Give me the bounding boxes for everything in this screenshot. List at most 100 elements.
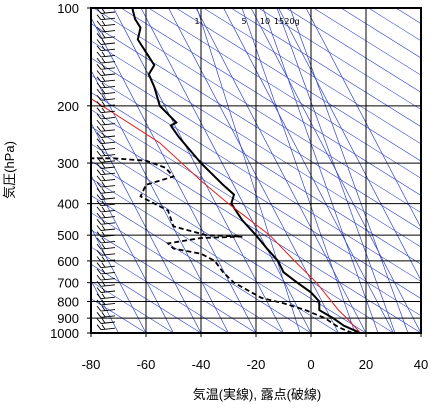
isotherm-line [91,174,174,333]
x-tick-label: 0 [307,357,314,372]
wind-barb [96,51,116,58]
wind-barb [96,287,116,293]
y-tick-label: 700 [57,276,79,291]
temperature-line [131,8,361,333]
wind-barb [96,8,116,14]
wind-barb [96,138,116,145]
adiabat-line [91,281,174,333]
wind-barb [96,181,116,188]
adiabat-line [395,8,421,24]
y-tick-label: 800 [57,295,79,310]
wind-barb [96,64,116,70]
dewpoint-line [91,157,353,333]
wind-barb [96,33,116,39]
y-tick-label: 300 [57,156,79,171]
wind-barb [96,256,116,262]
adiabat-line [93,8,421,214]
wind-barb [96,132,116,138]
isotherm-line [195,8,367,333]
adiabat-line [91,57,421,265]
mixing-ratio-labels: 1 5 10 15 20g [194,17,299,26]
wind-barb [96,157,116,163]
isobar-lines [91,8,421,333]
adiabat-line [91,109,421,317]
wind-barb [96,305,116,312]
wind-barb [96,169,116,176]
y-tick-label: 500 [57,228,79,243]
adiabat-line [230,8,421,128]
isotherm-line [91,227,147,333]
mixing-ratio-label: 15 [274,17,284,26]
mixing-ratio-line [196,8,301,333]
wind-barb [96,262,116,269]
adiabat-line [91,212,284,333]
wind-barb [96,70,116,76]
wind-barb [96,163,116,169]
wind-barb [96,324,116,331]
isotherm-line [91,121,202,333]
wind-barb [96,237,116,244]
x-tick-label: 20 [359,357,373,372]
adiabat-line [91,40,421,248]
wind-barb [96,250,116,256]
wind-barb [96,39,116,45]
adiabat-line [91,74,421,282]
wind-barb [96,274,116,281]
wind-barb [96,293,116,300]
adiabat-line [148,8,421,179]
wind-barb [96,101,116,107]
adiabat-line [424,8,431,333]
parcel-line [91,98,361,333]
x-tick-label: -80 [82,357,101,372]
wind-barb [96,299,116,306]
wind-barb [96,126,116,132]
wind-barb [96,57,116,64]
wind-barbs [96,8,116,331]
mixing-ratio-line [289,8,409,333]
y-axis-label: 気圧(hPa) [2,141,17,199]
wind-barb [96,26,116,33]
y-tick-label: 400 [57,197,79,212]
adiabat-line [91,126,421,333]
adiabat-line [120,8,421,196]
wind-barb [96,225,116,231]
y-tick-label: 600 [57,254,79,269]
isotherm-line [140,8,312,333]
wind-barb [96,150,116,157]
adiabat-line [340,8,421,59]
y-tick-label: 1000 [50,326,79,341]
wind-barb [96,206,116,213]
wind-barb [96,14,116,21]
mixing-ratio-line [262,8,379,333]
adiabat-line [91,177,339,333]
wind-barb [96,200,116,207]
wind-barb [96,144,116,151]
wind-barb [96,268,116,275]
wind-barb [96,45,116,52]
isotherm-line [91,16,257,333]
wind-barb [96,20,116,27]
adiabat-line [91,160,367,333]
adiabat-line [258,8,421,110]
mixing-ratio-label: 10 [260,17,270,26]
adiabat-line [175,8,421,162]
adiabat-line [91,143,394,333]
adiabat-line [313,8,421,76]
y-tick-label: 900 [57,311,79,326]
wind-barb [96,107,116,114]
isotherm-line [113,8,284,333]
wind-barb [96,212,116,219]
wind-barb [96,231,116,238]
isotherm-line [223,8,394,333]
mixing-ratio-label: 1 [194,17,199,26]
wind-barb [96,175,116,182]
wind-barb [96,188,116,194]
x-tick-label: -60 [137,357,156,372]
mixing-ratio-label: 5 [241,17,246,26]
adiabat-line [203,8,421,145]
wind-barb [96,88,116,95]
y-tick-label: 200 [57,99,79,114]
x-axis: -80 -60 -40 -20 0 20 40 [82,333,428,372]
